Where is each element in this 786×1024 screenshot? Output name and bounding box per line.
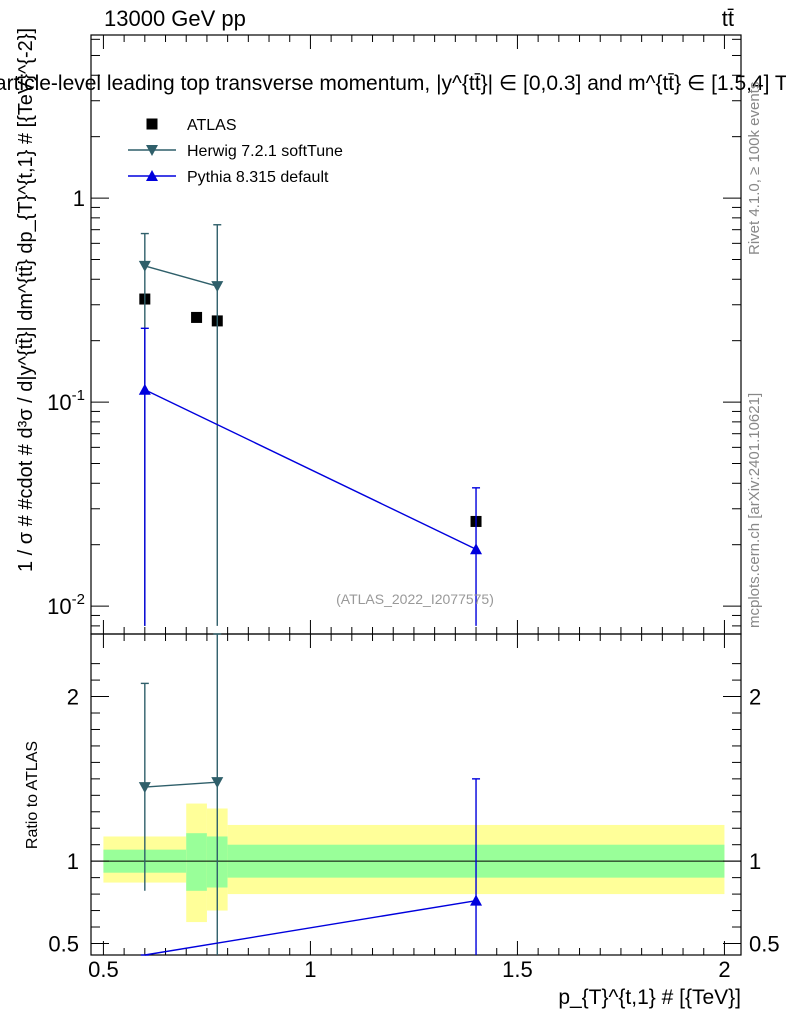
- legend-label-pythia: Pythia 8.315 default: [187, 169, 329, 186]
- pythia-point-1: [470, 543, 483, 555]
- ratio-frame: [90, 633, 742, 956]
- x-tick-label-2: 1.5: [502, 957, 533, 982]
- y-tick-label-0: 1: [73, 186, 85, 211]
- pythia-point-0: [138, 383, 151, 395]
- x-tick-label-3: 2: [718, 957, 730, 982]
- legend-marker-atlas: [146, 118, 158, 130]
- herwig-point-1: [211, 281, 224, 293]
- herwig-line: [144, 265, 218, 287]
- legend-marker-herwig: [146, 145, 158, 156]
- band-green-1: [186, 833, 207, 891]
- ratio-tick-label-l-2: 2: [67, 685, 79, 710]
- y-tick-label-2: 10-2: [47, 591, 85, 619]
- ratio-tick-label-r-2: 2: [749, 685, 761, 710]
- herwig-ratio-point-0: [138, 782, 151, 794]
- herwig-point-0: [138, 260, 151, 272]
- mcplots-label: mcplots.cern.ch [arXiv:2401.10621]: [746, 392, 763, 628]
- x-tick-label-0: 0.5: [88, 957, 119, 982]
- legend-label-herwig: Herwig 7.2.1 softTune: [187, 143, 343, 160]
- y-axis-label: 1 / σ # #cdot # d³σ / d|y^{tt̄}| dm^{tt̄…: [15, 28, 37, 572]
- energy-label: 13000 GeV pp: [104, 6, 246, 31]
- ratio-tick-label-l-1: 1: [67, 849, 79, 874]
- axes-frame: [90, 34, 742, 956]
- atlas-point-1: [191, 311, 203, 323]
- pythia-ratio-line: [144, 899, 477, 956]
- pythia-ratio-point-1: [470, 894, 483, 906]
- plot-title: Particle-level leading top transverse mo…: [0, 72, 786, 95]
- pythia-line: [144, 389, 477, 550]
- x-axis-label: p_{T}^{t,1} # [{TeV}]: [558, 986, 741, 1009]
- ratio-tick-label-r-1: 1: [749, 849, 761, 874]
- ratio-tick-label-r-0: 0.5: [749, 931, 780, 956]
- process-label: tt̄: [721, 6, 734, 31]
- x-tick-label-1: 1: [304, 957, 316, 982]
- uncertainty-bands: [103, 803, 725, 923]
- legend-label-atlas: ATLAS: [187, 117, 237, 134]
- series-layer: [138, 224, 483, 956]
- legend-marker-pythia: [146, 170, 158, 181]
- rivet-version-label: Rivet 4.1.0, ≥ 100k events: [746, 81, 763, 255]
- legend: ATLAS Herwig 7.2.1 softTune Pythia 8.315 d…: [128, 117, 343, 186]
- ratio-axis-label: Ratio to ATLAS: [24, 741, 41, 849]
- y-tick-label-1: 10-1: [47, 387, 85, 415]
- ratio-tick-label-l-0: 0.5: [48, 931, 79, 956]
- herwig-ratio-line: [144, 781, 218, 788]
- chart-text: 0.5 1 1.5 2 1 10-1 10-2 0.5 0.5 1 1 2 2 Particle-leve…: [0, 28, 786, 1009]
- analysis-watermark: (ATLAS_2022_I2077575): [336, 591, 494, 607]
- herwig-ratio-point-1: [211, 777, 224, 789]
